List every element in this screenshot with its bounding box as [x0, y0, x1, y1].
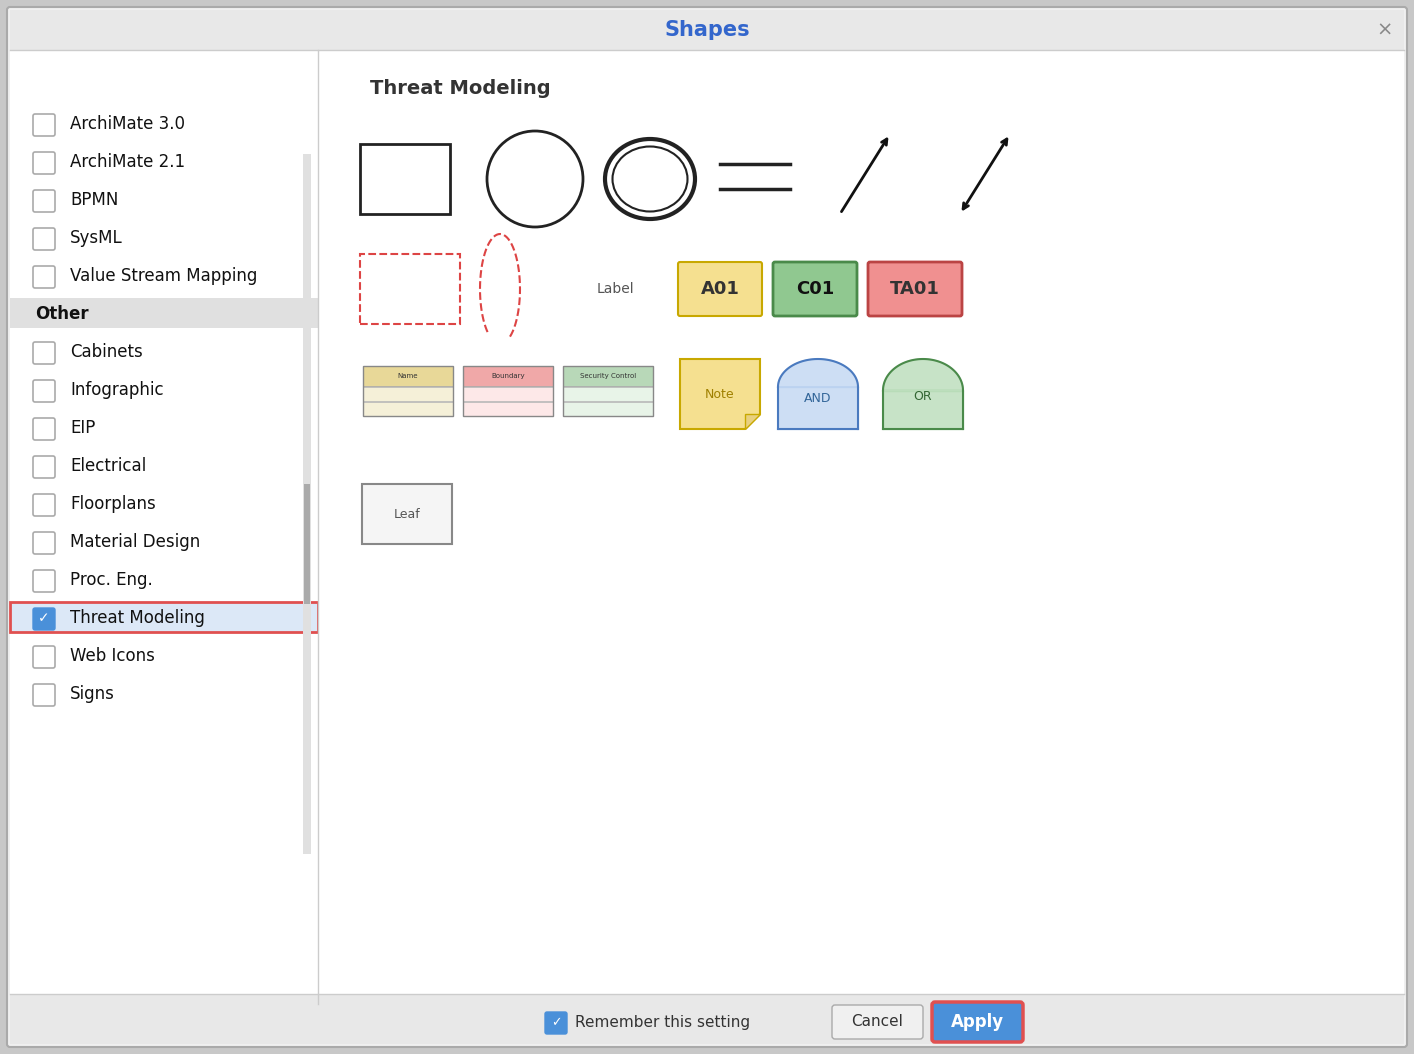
- FancyBboxPatch shape: [10, 602, 318, 632]
- FancyBboxPatch shape: [33, 608, 55, 630]
- FancyBboxPatch shape: [33, 456, 55, 479]
- FancyBboxPatch shape: [462, 387, 553, 401]
- Text: ×: ×: [1377, 20, 1393, 39]
- Ellipse shape: [612, 147, 687, 212]
- FancyBboxPatch shape: [462, 402, 553, 416]
- Polygon shape: [778, 387, 858, 429]
- Polygon shape: [680, 359, 759, 429]
- FancyBboxPatch shape: [304, 484, 310, 604]
- FancyBboxPatch shape: [677, 262, 762, 316]
- Text: ✓: ✓: [38, 611, 49, 625]
- Text: TA01: TA01: [889, 280, 940, 298]
- FancyBboxPatch shape: [563, 402, 653, 416]
- FancyBboxPatch shape: [33, 266, 55, 288]
- FancyBboxPatch shape: [773, 262, 857, 316]
- FancyBboxPatch shape: [361, 144, 450, 214]
- FancyBboxPatch shape: [33, 494, 55, 516]
- Text: EIP: EIP: [71, 419, 95, 437]
- FancyBboxPatch shape: [7, 7, 1407, 1047]
- FancyBboxPatch shape: [33, 532, 55, 554]
- FancyBboxPatch shape: [33, 228, 55, 250]
- Text: Infographic: Infographic: [71, 380, 164, 399]
- Text: Name: Name: [397, 373, 419, 379]
- Text: Remember this setting: Remember this setting: [575, 1015, 749, 1031]
- Polygon shape: [745, 414, 759, 429]
- FancyBboxPatch shape: [33, 114, 55, 136]
- Text: Security Control: Security Control: [580, 373, 636, 379]
- FancyBboxPatch shape: [33, 684, 55, 706]
- FancyBboxPatch shape: [363, 402, 452, 416]
- Text: ✓: ✓: [550, 1016, 561, 1030]
- Text: ArchiMate 2.1: ArchiMate 2.1: [71, 153, 185, 171]
- Text: C01: C01: [796, 280, 834, 298]
- FancyBboxPatch shape: [10, 298, 318, 328]
- FancyBboxPatch shape: [10, 994, 1404, 1045]
- Circle shape: [486, 131, 583, 227]
- FancyBboxPatch shape: [33, 646, 55, 668]
- FancyBboxPatch shape: [363, 366, 452, 386]
- Text: Apply: Apply: [950, 1013, 1004, 1031]
- FancyBboxPatch shape: [33, 380, 55, 402]
- FancyBboxPatch shape: [33, 570, 55, 592]
- FancyBboxPatch shape: [363, 387, 452, 401]
- FancyBboxPatch shape: [10, 50, 318, 1004]
- Text: Floorplans: Floorplans: [71, 495, 156, 513]
- Text: Leaf: Leaf: [393, 507, 420, 521]
- FancyBboxPatch shape: [362, 484, 452, 544]
- Text: Threat Modeling: Threat Modeling: [71, 609, 205, 627]
- Text: Boundary: Boundary: [491, 373, 525, 379]
- Text: Note: Note: [706, 388, 735, 401]
- Text: Cabinets: Cabinets: [71, 343, 143, 362]
- FancyBboxPatch shape: [318, 50, 1404, 1004]
- Text: Value Stream Mapping: Value Stream Mapping: [71, 267, 257, 285]
- Text: OR: OR: [913, 390, 932, 403]
- FancyBboxPatch shape: [33, 341, 55, 364]
- FancyBboxPatch shape: [303, 154, 311, 854]
- FancyBboxPatch shape: [563, 387, 653, 401]
- Text: AND: AND: [805, 392, 831, 406]
- Text: Label: Label: [597, 282, 633, 296]
- Text: Electrical: Electrical: [71, 457, 146, 475]
- FancyBboxPatch shape: [544, 1012, 567, 1034]
- Polygon shape: [882, 390, 963, 429]
- Text: Shapes: Shapes: [665, 20, 749, 40]
- Text: Proc. Eng.: Proc. Eng.: [71, 571, 153, 589]
- FancyBboxPatch shape: [33, 418, 55, 440]
- Text: A01: A01: [700, 280, 740, 298]
- Polygon shape: [882, 359, 963, 390]
- Text: Signs: Signs: [71, 685, 115, 703]
- Text: ArchiMate 3.0: ArchiMate 3.0: [71, 115, 185, 133]
- Text: SysML: SysML: [71, 229, 123, 247]
- FancyBboxPatch shape: [33, 152, 55, 174]
- Text: BPMN: BPMN: [71, 191, 119, 209]
- Text: Threat Modeling: Threat Modeling: [370, 79, 550, 98]
- FancyBboxPatch shape: [563, 366, 653, 386]
- FancyBboxPatch shape: [831, 1006, 923, 1039]
- Ellipse shape: [605, 139, 696, 219]
- Text: Material Design: Material Design: [71, 533, 201, 551]
- FancyBboxPatch shape: [462, 366, 553, 386]
- FancyBboxPatch shape: [10, 9, 1404, 50]
- Text: Web Icons: Web Icons: [71, 647, 156, 665]
- Text: Other: Other: [35, 305, 89, 323]
- FancyBboxPatch shape: [932, 1002, 1022, 1042]
- Text: Cancel: Cancel: [851, 1015, 904, 1030]
- Polygon shape: [778, 359, 858, 387]
- FancyBboxPatch shape: [868, 262, 962, 316]
- FancyBboxPatch shape: [33, 190, 55, 212]
